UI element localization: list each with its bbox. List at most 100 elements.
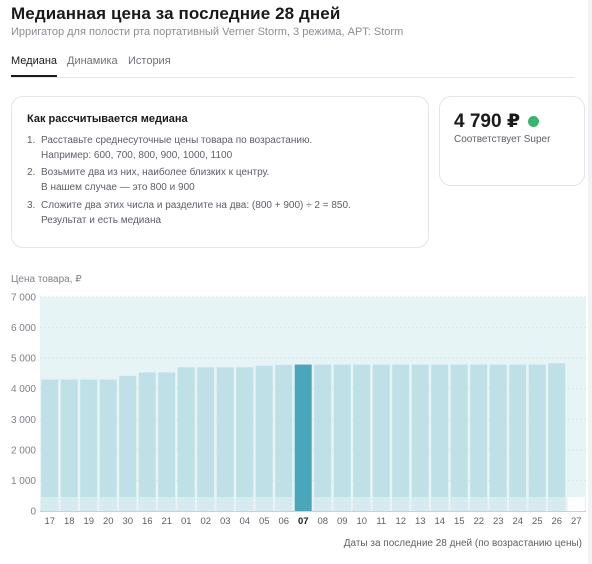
tab-median[interactable]: Медиана — [11, 55, 58, 77]
info-title: Как рассчитывается медиана — [27, 113, 188, 125]
bar-base — [275, 497, 293, 511]
x-tick-label: 03 — [220, 516, 231, 527]
x-tick-label: 20 — [103, 516, 114, 527]
bar — [216, 367, 234, 511]
x-tick-label: 07 — [298, 516, 309, 527]
bar-base — [333, 497, 351, 511]
empty-slot-base — [567, 497, 585, 511]
step-number: 1. — [27, 135, 36, 146]
bar — [138, 372, 156, 511]
y-tick-label: 4 000 — [11, 384, 36, 395]
bar — [314, 364, 332, 511]
bar — [294, 364, 312, 511]
step-number: 3. — [27, 200, 36, 211]
x-tick-label: 15 — [454, 516, 465, 527]
chart-y-axis-label: Цена товара, ₽ — [11, 274, 82, 285]
bar — [548, 363, 566, 511]
x-tick-label: 21 — [161, 516, 172, 527]
bar — [236, 367, 254, 511]
bar — [411, 364, 429, 511]
step-text: Например: 600, 700, 800, 900, 1000, 1100 — [41, 150, 233, 161]
tab-history[interactable]: История — [128, 55, 171, 67]
bar — [392, 364, 410, 511]
x-tick-label: 02 — [200, 516, 211, 527]
x-tick-label: 01 — [181, 516, 192, 527]
bar — [333, 364, 351, 511]
bar-base — [255, 497, 273, 511]
step-text: Сложите два этих числа и разделите на дв… — [41, 200, 351, 211]
bar-base — [158, 497, 176, 511]
bar — [528, 364, 546, 511]
x-tick-label: 16 — [142, 516, 153, 527]
page-title: Медианная цена за последние 28 дней — [11, 4, 341, 23]
y-tick-label: 3 000 — [11, 415, 36, 426]
bar — [450, 364, 468, 511]
bar-base — [528, 497, 546, 511]
product-subtitle: Ирригатор для полости рта портативный Ve… — [11, 26, 404, 38]
median-price: 4 790 ₽ — [454, 110, 521, 132]
bar — [470, 364, 488, 511]
bar-base — [41, 497, 59, 511]
y-tick-label: 2 000 — [11, 445, 36, 456]
bar — [158, 372, 176, 511]
x-tick-label: 22 — [473, 516, 484, 527]
bar-base — [177, 497, 195, 511]
x-tick-label: 08 — [317, 516, 328, 527]
bar-base — [392, 497, 410, 511]
bar — [119, 375, 137, 511]
x-tick-label: 25 — [532, 516, 543, 527]
bar-base — [197, 497, 215, 511]
tab-dynamics[interactable]: Динамика — [67, 55, 118, 67]
bar — [41, 379, 59, 511]
x-tick-label: 04 — [239, 516, 250, 527]
bar-base — [489, 497, 507, 511]
y-tick-label: 6 000 — [11, 323, 36, 334]
x-tick-label: 30 — [122, 516, 133, 527]
bar-base — [314, 497, 332, 511]
bar-base — [119, 497, 137, 511]
x-tick-label: 19 — [83, 516, 94, 527]
bar-base — [138, 497, 156, 511]
x-tick-label: 23 — [493, 516, 504, 527]
median-info-card: Как рассчитывается медиана 1. Расставьте… — [11, 96, 429, 248]
bar — [431, 364, 449, 511]
x-tick-label: 12 — [395, 516, 406, 527]
chart-x-axis-caption: Даты за последние 28 дней (по возрастани… — [343, 538, 582, 549]
step-text: Возьмите два из них, наиболее близких к … — [41, 167, 270, 178]
y-tick-label: 7 000 — [11, 293, 36, 304]
bar-base — [450, 497, 468, 511]
bar-base — [80, 497, 98, 511]
bar — [275, 364, 293, 511]
x-tick-label: 13 — [415, 516, 426, 527]
x-tick-label: 10 — [356, 516, 367, 527]
bar-base — [509, 497, 527, 511]
scrollbar[interactable] — [588, 0, 592, 564]
bar-base — [99, 497, 117, 511]
x-tick-label: 06 — [278, 516, 289, 527]
bar — [99, 379, 117, 511]
bar-base — [548, 497, 566, 511]
median-price-card: 4 790 ₽ Соответствует Super — [439, 96, 585, 186]
x-tick-label: 05 — [259, 516, 270, 527]
x-tick-label: 14 — [434, 516, 445, 527]
bar — [372, 364, 390, 511]
bar-base — [411, 497, 429, 511]
y-tick-label: 5 000 — [11, 354, 36, 365]
bar-base — [60, 497, 78, 511]
price-row: 4 790 ₽ — [454, 109, 540, 133]
bar — [177, 367, 195, 511]
step-text: В нашем случае — это 800 и 900 — [41, 182, 195, 193]
y-tick-label: 0 — [30, 507, 36, 518]
x-tick-label: 17 — [44, 516, 55, 527]
bar — [509, 364, 527, 511]
tab-bar: Медиана Динамика История — [11, 55, 575, 78]
x-tick-label: 27 — [571, 516, 582, 527]
bar — [255, 365, 273, 511]
x-tick-label: 26 — [551, 516, 562, 527]
y-tick-label: 1 000 — [11, 476, 36, 487]
median-price-label: Соответствует Super — [454, 134, 551, 145]
bar-base — [236, 497, 254, 511]
status-dot-icon — [528, 115, 540, 127]
bar-base — [216, 497, 234, 511]
